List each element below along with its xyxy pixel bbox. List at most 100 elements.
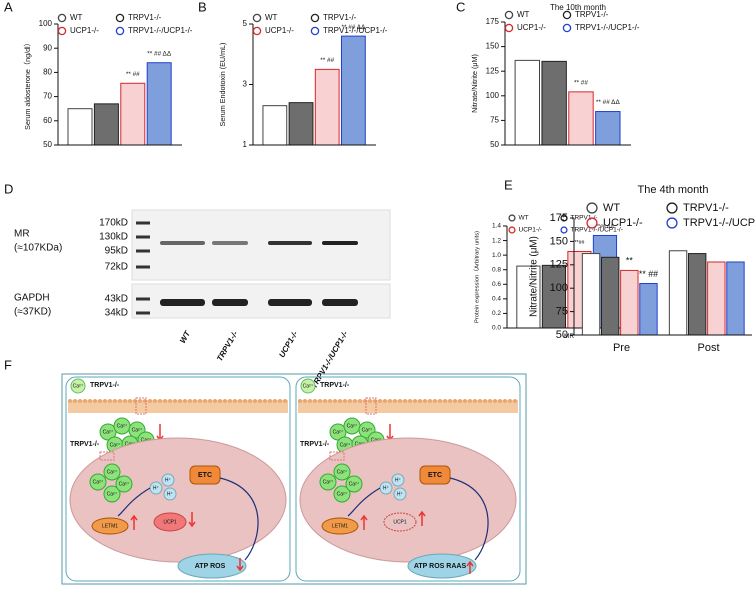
ladder-band <box>136 249 150 253</box>
membrane-head <box>168 399 172 403</box>
y-axis-label: Protein expression（Arbitrary units) <box>474 231 481 323</box>
diagram-cell: Ca²⁺TRPV1-/-Ca²⁺Ca²⁺Ca²⁺Ca²⁺Ca²⁺Ca²⁺TRPV… <box>65 376 291 582</box>
membrane-head <box>388 399 392 403</box>
ca-ion <box>345 475 363 493</box>
membrane-head <box>503 399 507 403</box>
membrane-head <box>108 399 112 403</box>
membrane-head <box>308 399 312 403</box>
membrane-head <box>348 399 352 403</box>
ca-label: Ca²⁺ <box>340 442 351 448</box>
legend-marker <box>586 202 598 214</box>
membrane-head <box>188 399 192 403</box>
membrane-head <box>198 399 202 403</box>
letm1 <box>321 517 359 535</box>
y-tick-label: 5 <box>243 19 248 28</box>
y-axis-label: Serum Endotoxin (EU/mL) <box>218 43 227 127</box>
membrane-head <box>253 399 257 403</box>
membrane-head <box>473 399 477 403</box>
membrane-head <box>368 399 372 403</box>
ca-label: Ca²⁺ <box>110 442 121 448</box>
membrane-head <box>338 399 342 403</box>
ca-ion <box>319 473 337 491</box>
y-axis-label: Nitrate/Nitrite (μM) <box>470 54 479 113</box>
gapdh-band <box>160 299 205 306</box>
membrane-head <box>333 399 337 403</box>
legend-marker <box>310 13 320 23</box>
membrane-head <box>278 399 282 403</box>
y-tick-label: 125 <box>486 66 500 75</box>
legend-marker <box>115 26 125 36</box>
membrane-head <box>488 399 492 403</box>
h-label: H⁺ <box>397 491 404 497</box>
membrane-head <box>478 399 482 403</box>
membrane-head <box>493 399 497 403</box>
membrane-head <box>383 399 387 403</box>
bar <box>146 62 172 146</box>
y-tick-label: 70 <box>43 92 52 101</box>
etc-label: ETC <box>428 472 442 479</box>
output-label: ATP ROS RAAS <box>414 563 467 570</box>
membrane-head <box>93 399 97 403</box>
ca-label: Ca²⁺ <box>362 427 373 433</box>
membrane-head <box>328 399 332 403</box>
membrane-head <box>353 399 357 403</box>
membrane-head <box>403 399 407 403</box>
legend-marker <box>562 10 572 20</box>
membrane-head <box>343 399 347 403</box>
panel-letter: B <box>198 0 207 14</box>
y-tick-label: 0.2 <box>492 310 501 317</box>
membrane-head <box>118 399 122 403</box>
ladder-band <box>136 221 150 225</box>
panel-letter: D <box>4 181 13 196</box>
y-tick-label: 175 <box>486 17 500 26</box>
ladder-label: 170kD <box>99 218 128 229</box>
legend-label: UCP1-/- <box>603 217 643 229</box>
y-tick-label: 100 <box>39 19 53 28</box>
trpv1-label: TRPV1-/- <box>320 382 350 389</box>
output-label: ATP ROS <box>195 563 226 570</box>
membrane-head <box>298 399 302 403</box>
flow-arrow <box>117 487 151 517</box>
legend-label: TRPV1-/- <box>575 10 609 19</box>
blot-row-label: MR <box>14 229 30 240</box>
legend-label: UCP1-/- <box>517 23 546 32</box>
y-tick-label: 150 <box>550 235 568 247</box>
gapdh-band <box>268 299 312 306</box>
membrane-head <box>303 399 307 403</box>
legend-marker <box>560 226 568 234</box>
blot-row-sublabel: (≈37KD) <box>14 307 51 318</box>
bar <box>668 250 688 336</box>
mitochondrion <box>299 437 517 563</box>
membrane-head <box>183 399 187 403</box>
bar <box>639 283 658 336</box>
legend-label: TRPV1-/-/UCP1-/- <box>575 23 640 32</box>
legend-marker <box>666 202 678 214</box>
membrane-head <box>128 399 132 403</box>
channel <box>135 397 147 415</box>
membrane-head <box>283 399 287 403</box>
chart-title: The 4th month <box>638 184 709 196</box>
significance-label: ** <box>626 256 633 266</box>
y-tick-label: 1 <box>243 140 248 149</box>
membrane-head <box>228 399 232 403</box>
bar <box>262 105 288 146</box>
membrane-head <box>408 399 412 403</box>
ca-ion <box>333 463 351 481</box>
h-label: H⁺ <box>383 485 390 491</box>
membrane-head <box>213 399 217 403</box>
legend-marker <box>57 26 67 36</box>
ladder-label: 95kD <box>105 246 128 257</box>
flow-arrow <box>449 477 489 561</box>
panel-letter: C <box>456 0 465 14</box>
significance-label: **## ΔΔ <box>596 224 614 230</box>
ca-label: Ca²⁺ <box>103 429 114 435</box>
legend-marker <box>252 26 262 36</box>
y-axis-label: Serum aldosterone（ng/dl） <box>23 39 32 130</box>
ca-ion <box>300 378 316 394</box>
channel <box>329 451 345 461</box>
bar <box>314 68 340 146</box>
legend-label: TRPV1-/- <box>683 202 729 214</box>
y-tick-label: 3 <box>243 80 248 89</box>
bar <box>541 264 567 329</box>
